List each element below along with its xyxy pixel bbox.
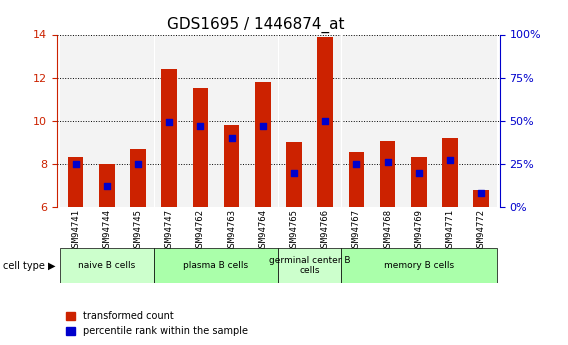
Text: cell type ▶: cell type ▶ xyxy=(3,261,55,270)
Text: plasma B cells: plasma B cells xyxy=(183,261,248,270)
Point xyxy=(352,161,361,167)
Point xyxy=(165,120,174,125)
Bar xyxy=(310,34,341,207)
Text: GSM94763: GSM94763 xyxy=(227,209,236,252)
Point xyxy=(320,118,329,124)
FancyBboxPatch shape xyxy=(60,248,153,283)
Bar xyxy=(153,34,185,207)
Bar xyxy=(278,34,310,207)
Bar xyxy=(68,157,83,207)
Text: memory B cells: memory B cells xyxy=(383,261,454,270)
Bar xyxy=(380,141,395,207)
Text: germinal center B
cells: germinal center B cells xyxy=(269,256,350,275)
FancyBboxPatch shape xyxy=(278,248,341,283)
Point xyxy=(227,135,236,141)
Text: GSM94741: GSM94741 xyxy=(71,209,80,252)
FancyBboxPatch shape xyxy=(153,248,278,283)
Bar xyxy=(122,34,153,207)
Bar xyxy=(99,164,115,207)
Bar xyxy=(185,34,216,207)
Bar xyxy=(411,157,427,207)
Bar xyxy=(91,34,122,207)
Text: GSM94745: GSM94745 xyxy=(133,209,143,252)
Bar xyxy=(318,37,333,207)
Text: GSM94767: GSM94767 xyxy=(352,209,361,252)
Bar xyxy=(286,142,302,207)
Text: GDS1695 / 1446874_at: GDS1695 / 1446874_at xyxy=(167,17,344,33)
Text: GSM94747: GSM94747 xyxy=(165,209,174,252)
Point xyxy=(477,190,486,196)
Bar xyxy=(161,69,177,207)
Legend: transformed count, percentile rank within the sample: transformed count, percentile rank withi… xyxy=(62,307,252,340)
Text: GSM94766: GSM94766 xyxy=(320,209,329,252)
Text: GSM94771: GSM94771 xyxy=(445,209,454,252)
Point xyxy=(102,184,111,189)
Bar xyxy=(60,34,91,207)
Bar xyxy=(403,34,435,207)
Bar xyxy=(473,190,489,207)
Text: GSM94772: GSM94772 xyxy=(477,209,486,252)
Point xyxy=(383,159,392,165)
Text: GSM94762: GSM94762 xyxy=(196,209,205,252)
Bar xyxy=(247,34,278,207)
Bar xyxy=(224,125,239,207)
Text: GSM94765: GSM94765 xyxy=(290,209,298,252)
Point xyxy=(445,158,454,163)
Point xyxy=(258,123,268,129)
Text: GSM94764: GSM94764 xyxy=(258,209,267,252)
Bar xyxy=(466,34,497,207)
Bar xyxy=(341,34,372,207)
FancyBboxPatch shape xyxy=(341,248,497,283)
Bar xyxy=(255,82,270,207)
Text: GSM94769: GSM94769 xyxy=(414,209,423,252)
Bar xyxy=(130,149,146,207)
Bar xyxy=(442,138,458,207)
Bar xyxy=(435,34,466,207)
Point xyxy=(196,123,205,129)
Bar xyxy=(193,88,208,207)
Point xyxy=(289,170,298,175)
Bar xyxy=(372,34,403,207)
Point xyxy=(414,170,423,175)
Bar xyxy=(216,34,247,207)
Text: GSM94768: GSM94768 xyxy=(383,209,392,252)
Point xyxy=(71,161,80,167)
Point xyxy=(133,161,143,167)
Bar xyxy=(349,152,364,207)
Text: naive B cells: naive B cells xyxy=(78,261,135,270)
Text: GSM94744: GSM94744 xyxy=(102,209,111,252)
